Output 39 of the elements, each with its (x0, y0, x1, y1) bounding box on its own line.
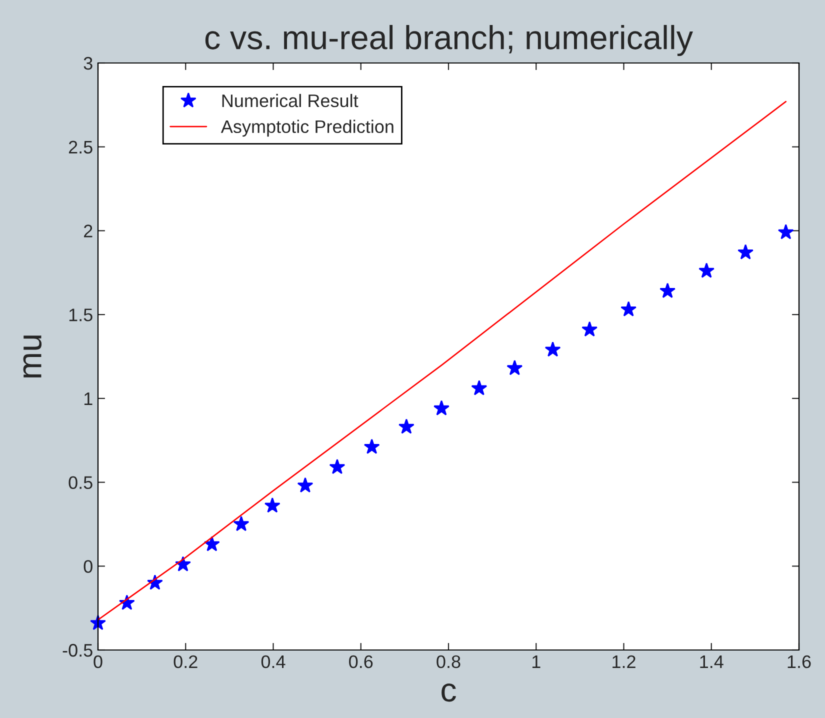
point (506, 360, 523, 376)
point (329, 458, 346, 474)
x-tick-label: 0.6 (349, 655, 373, 668)
point (620, 301, 637, 316)
y-tick-label: 0.5 (68, 476, 92, 490)
y-tick-label: -0.5 (62, 644, 92, 657)
y-tick-label: 1 (84, 392, 92, 405)
point (544, 341, 561, 357)
x-tick-label: 0.2 (174, 655, 198, 668)
x-tick-label: 1.4 (700, 656, 724, 668)
point (582, 321, 598, 337)
point (204, 536, 220, 552)
x-tick-label: 1.2 (612, 655, 636, 668)
x-tick-label: 0.8 (436, 655, 460, 668)
point (660, 282, 676, 298)
point (778, 224, 794, 240)
y-tick-label: 2 (84, 224, 92, 238)
x-tick-label: 1.6 (788, 655, 811, 668)
point (698, 262, 715, 278)
y-tick-label: 3 (84, 56, 92, 70)
x-axis-title: c (442, 683, 456, 702)
point (471, 380, 488, 396)
point (297, 477, 314, 493)
chart-title: c vs. mu-real branch; numerically (205, 24, 693, 56)
point (233, 516, 250, 532)
x-tick-label: 0 (94, 655, 102, 668)
x-tick-label: 1 (532, 656, 540, 668)
y-tick-label: 1.5 (69, 308, 92, 322)
y-tick-label: 2.5 (68, 140, 92, 154)
point (364, 438, 380, 454)
y-tick-label: 0 (84, 560, 92, 573)
y-axis-title: mu (23, 336, 42, 378)
x-tick-label: 0.4 (261, 655, 286, 668)
point (738, 244, 754, 260)
legend-label: Numerical Result (222, 94, 358, 108)
point (264, 497, 280, 513)
point (398, 418, 414, 434)
point (434, 400, 450, 416)
legend-label: Asymptotic Prediction (220, 120, 394, 137)
